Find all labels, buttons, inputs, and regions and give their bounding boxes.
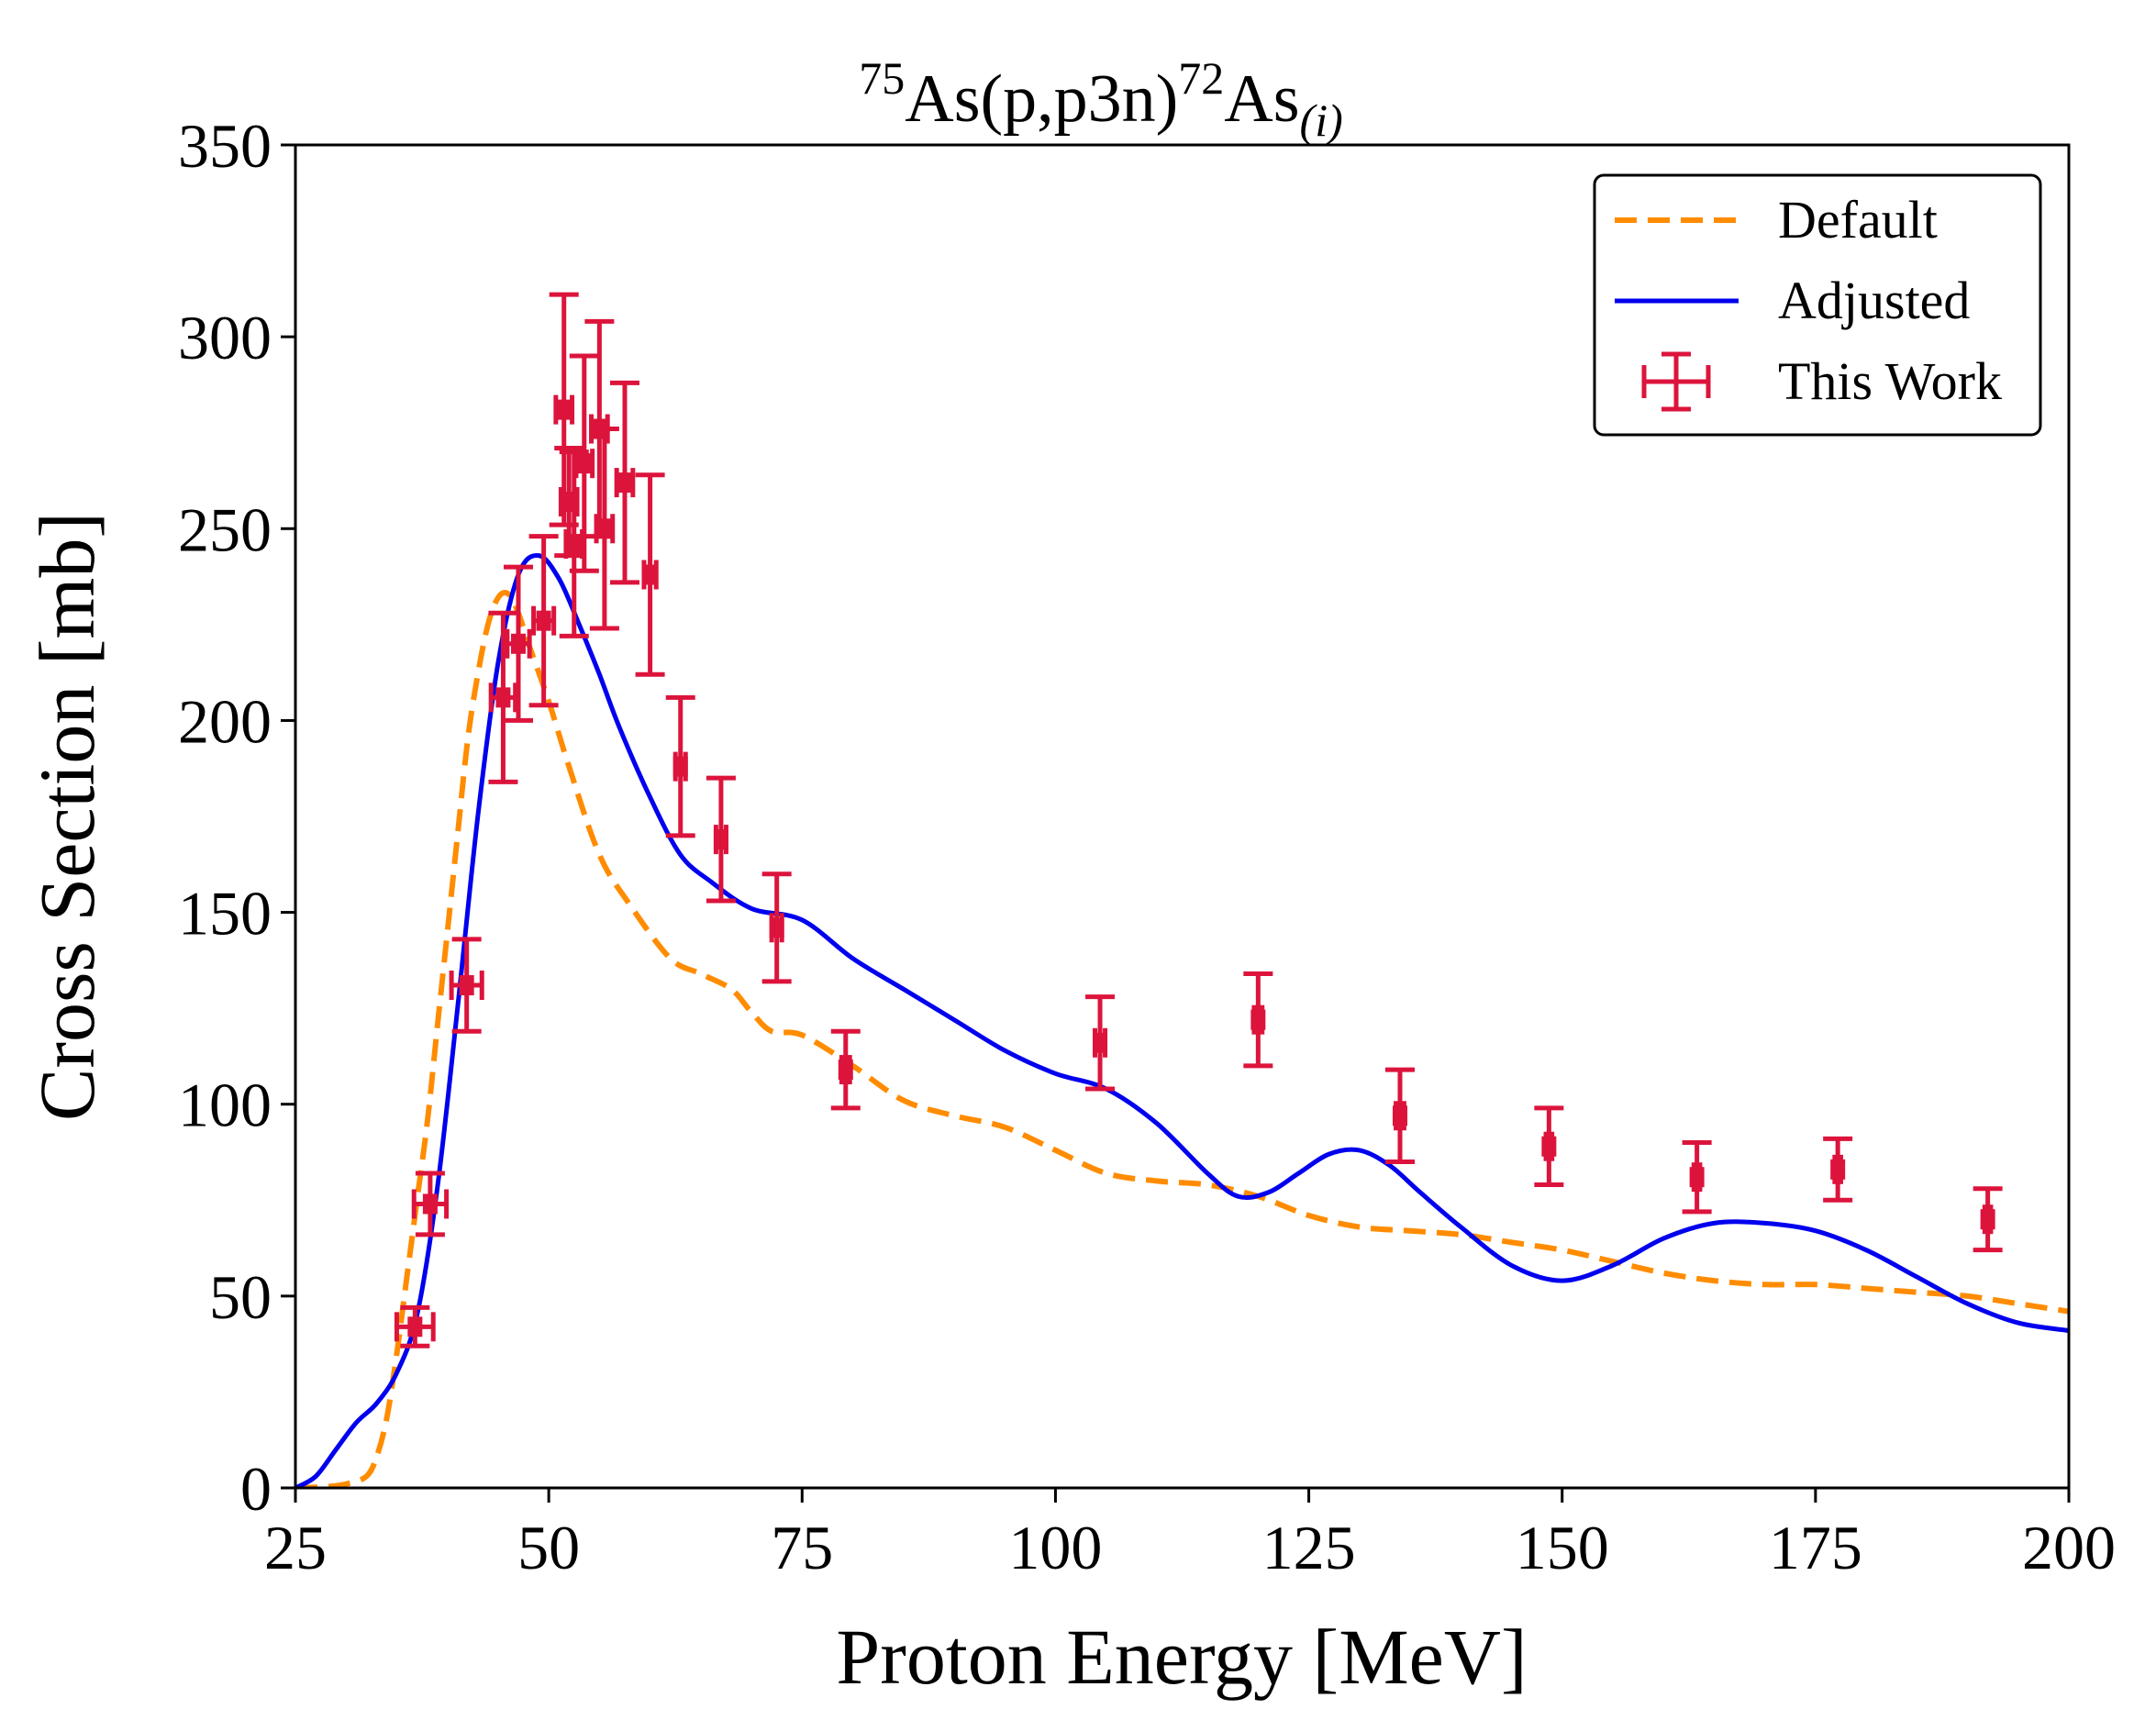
data-marker [672,756,688,777]
data-point [1384,1067,1415,1164]
data-marker [1250,1009,1266,1030]
adjusted-series-line [295,552,2069,1488]
title-product: As [1224,61,1299,137]
chart-title: 75As(p,p3n)72As(i) [859,52,1343,146]
x-axis: 25 50 75 100 125 150 175 200 [264,1488,2116,1582]
y-tick-label: 50 [209,1262,272,1332]
plot-frame [294,143,2071,1490]
data-marker [511,633,527,654]
x-tick-label: 200 [2022,1513,2116,1582]
data-point [761,871,792,984]
data-point [609,380,639,585]
title-subscript: (i) [1300,94,1343,146]
data-marker [536,610,551,631]
y-tick-label: 150 [178,879,272,949]
data-point [528,534,559,708]
x-tick-label: 25 [264,1513,327,1582]
x-tick-label: 150 [1516,1513,1609,1582]
y-axis-label: Cross Section [mb] [23,512,111,1121]
data-marker [556,399,572,420]
x-tick-label: 175 [1769,1513,1862,1582]
data-point [635,472,665,677]
data-marker [422,1193,438,1215]
y-tick-label: 100 [178,1071,272,1140]
data-marker [407,1316,423,1337]
data-marker [838,1060,853,1081]
default-series-line [295,590,2069,1488]
data-marker [1093,1032,1108,1053]
this-work-points [394,292,2003,1348]
data-marker [713,829,728,850]
data-point [665,694,695,838]
data-point [1682,1140,1712,1215]
y-axis: 0 50 100 150 200 250 300 350 [178,111,295,1524]
data-point [504,564,534,723]
title-mass-out: 72 [1178,52,1224,104]
data-point [394,1304,436,1348]
legend-this-work-label: This Work [1778,351,2002,411]
y-tick-label: 0 [240,1454,272,1524]
data-point [1085,994,1116,1092]
data-point [589,427,619,631]
data-marker [769,917,784,938]
data-marker [617,472,632,494]
data-point [411,1171,450,1237]
data-point [488,610,518,784]
y-tick-label: 200 [178,686,272,756]
series-layer [295,552,2069,1488]
data-marker [596,518,612,539]
data-marker [459,975,474,996]
data-point [830,1028,861,1111]
data-point [1534,1105,1564,1188]
x-tick-label: 50 [517,1513,580,1582]
data-marker [1541,1136,1557,1157]
data-marker [1830,1159,1846,1180]
data-marker [1392,1105,1407,1126]
data-marker [1980,1209,1995,1230]
x-tick-label: 125 [1262,1513,1356,1582]
legend-default-label: Default [1778,190,1938,250]
y-tick-label: 350 [178,111,272,181]
title-target: As [905,61,980,137]
y-tick-label: 250 [178,494,272,564]
title-mass-in: 75 [859,52,905,104]
data-marker [576,453,592,474]
title-reaction: (p,p3n) [981,61,1179,137]
x-tick-label: 75 [771,1513,833,1582]
data-marker [1689,1167,1705,1188]
data-marker [642,564,658,585]
data-point [1243,971,1273,1069]
data-point [449,937,484,1034]
legend-adjusted-label: Adjusted [1778,271,1970,330]
legend: Default Adjusted This Work [1593,173,2042,437]
x-axis-label: Proton Energy [MeV] [836,1613,1527,1701]
x-tick-label: 100 [1008,1513,1102,1582]
data-point [1973,1186,2003,1253]
data-marker [495,687,511,708]
y-tick-label: 300 [178,303,272,372]
data-point [569,353,599,573]
data-marker [566,534,582,555]
data-point [1823,1136,1853,1203]
legend-this-work-swatch [1641,351,1711,412]
data-point [706,775,736,904]
